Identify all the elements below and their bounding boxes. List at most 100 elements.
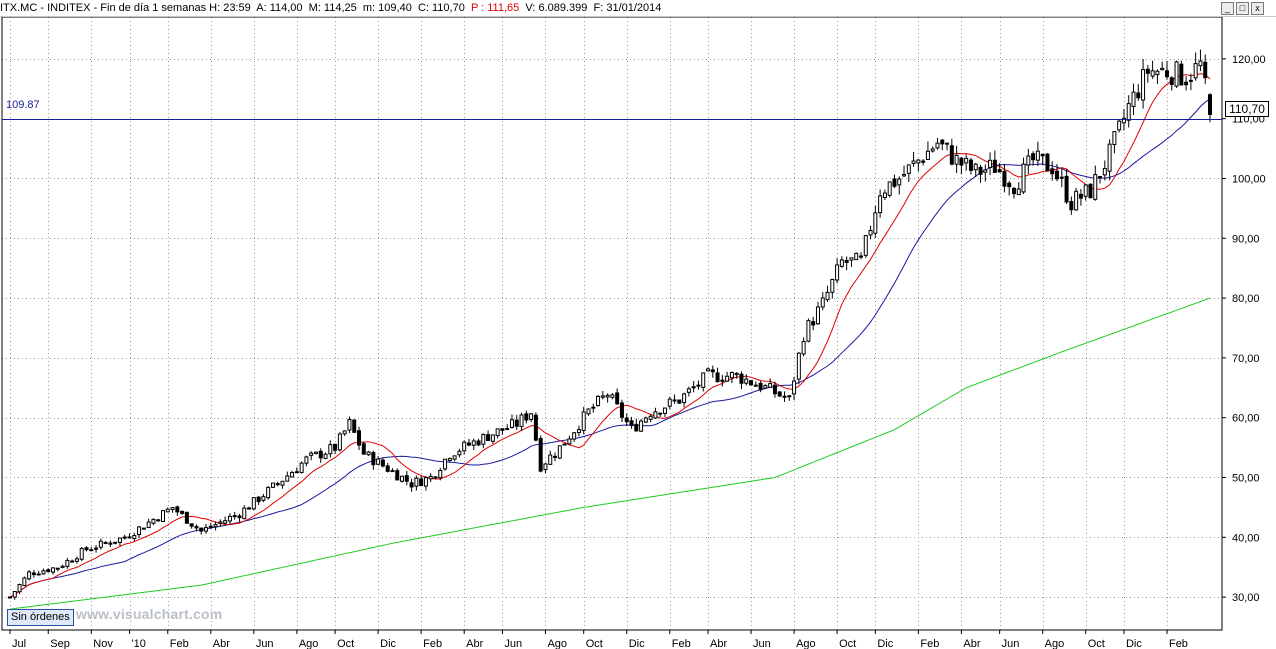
candle-up (165, 508, 170, 513)
candle-down (772, 384, 777, 395)
candle-down (782, 395, 787, 398)
candle-up (567, 438, 572, 445)
candle-up (304, 456, 309, 464)
candle-up (983, 169, 988, 173)
candle-down (385, 465, 390, 472)
y-axis-ticks: 30,00 40,00 50,00 60,00 70,00 80,00 90,00 100,0… (1222, 54, 1266, 604)
candle-down (1040, 153, 1045, 157)
candle-up (213, 524, 218, 528)
candle-up (878, 195, 883, 214)
candle-up (509, 419, 514, 428)
period: Fin de día 1 semanas (100, 2, 207, 14)
x-tick-label: Oct (586, 638, 603, 649)
candle-up (347, 419, 352, 431)
candle-up (744, 378, 749, 384)
candle-up (1174, 61, 1179, 87)
candle-up (763, 385, 768, 389)
candle-down (940, 139, 945, 145)
candle-down (237, 515, 242, 519)
candle-up (223, 520, 228, 524)
candle-up (581, 411, 586, 431)
candle-down (619, 402, 624, 418)
minimize-button[interactable]: _ (1221, 2, 1234, 15)
restore-button[interactable]: □ (1236, 2, 1249, 15)
candle-down (945, 142, 950, 145)
candle-up (868, 229, 873, 236)
x-tick-label: Ago (796, 638, 816, 649)
candle-down (739, 373, 744, 384)
candle-up (796, 352, 801, 380)
candle-up (443, 458, 448, 470)
candle-up (1150, 70, 1155, 77)
candle-up (79, 548, 84, 560)
candle-up (1141, 69, 1146, 101)
candle-down (749, 380, 754, 386)
candle-down (514, 419, 519, 427)
candle-down (352, 419, 357, 433)
candle-up (261, 496, 266, 501)
candle-down (156, 519, 161, 522)
y-tick-label: 50,00 (1232, 472, 1260, 484)
candle-up (433, 476, 438, 479)
candle-down (1136, 92, 1141, 99)
candle-down (466, 442, 471, 446)
candle-up (251, 497, 256, 510)
candle-down (103, 541, 108, 544)
candle-down (858, 255, 863, 258)
candle-up (337, 433, 342, 451)
header-hour: H: 23:59 (209, 2, 251, 14)
y-tick-label: 60,00 (1232, 413, 1260, 425)
candle-up (280, 480, 285, 486)
candle-down (615, 392, 620, 405)
candle-down (199, 527, 204, 532)
moving-average-mid (9, 98, 1211, 598)
header-low: m: 109,40 (362, 2, 412, 14)
candle-up (94, 547, 99, 550)
candle-up (734, 372, 739, 376)
candle-down (500, 428, 505, 431)
candle-up (801, 341, 806, 355)
candle-down (208, 525, 213, 528)
candle-down (1164, 70, 1169, 78)
candle-up (988, 159, 993, 168)
candle-down (357, 430, 362, 446)
candle-up (36, 573, 41, 576)
candle-down (1055, 170, 1060, 180)
y-tick-label: 40,00 (1232, 532, 1260, 544)
candle-down (1031, 153, 1036, 161)
candle-up (935, 142, 940, 149)
candle-down (533, 414, 538, 441)
candle-up (806, 320, 811, 342)
candle-up (1102, 168, 1107, 176)
candle-up (882, 192, 887, 199)
candle-down (524, 413, 529, 421)
close-button[interactable]: x (1251, 2, 1264, 15)
candle-up (1021, 163, 1026, 193)
candle-up (74, 558, 79, 562)
header-price: P : 111,65 (470, 2, 520, 14)
candle-down (758, 382, 763, 391)
candle-up (481, 433, 486, 445)
candle-up (639, 420, 644, 432)
candle-up (586, 408, 591, 415)
candle-up (1016, 188, 1021, 196)
x-tick-label: Jun (504, 638, 522, 649)
candle-up (792, 380, 797, 395)
candle-down (968, 159, 973, 171)
candle-up (854, 252, 859, 261)
candle-up (830, 278, 835, 293)
candle-up (576, 429, 581, 433)
x-tick-label: Oct (1088, 638, 1105, 649)
candle-down (1011, 187, 1016, 195)
candle-up (309, 452, 314, 456)
orders-button[interactable]: Sin órdenes (7, 609, 74, 626)
candle-up (457, 450, 462, 456)
candle-up (973, 163, 978, 171)
candle-up (548, 454, 553, 465)
candle-up (643, 417, 648, 423)
chart-header: ITX.MC - INDITEX - Fin de día 1 semanas … (0, 0, 1276, 17)
x-tick-label: Oct (337, 638, 354, 649)
candle-up (557, 445, 562, 459)
candle-up (22, 577, 27, 586)
